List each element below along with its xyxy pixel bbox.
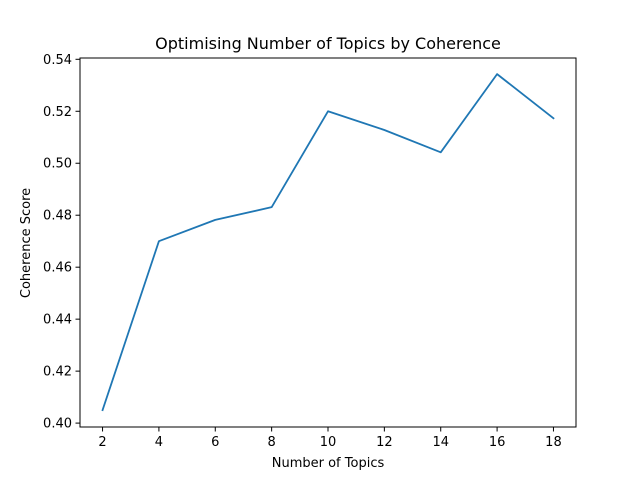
x-tick-label-14: 14 bbox=[432, 435, 449, 450]
y-tick-label-5: 0.50 bbox=[43, 157, 72, 172]
x-tick-label-6: 6 bbox=[211, 435, 219, 450]
y-tick-label-2: 0.44 bbox=[43, 313, 72, 328]
y-tick-label-7: 0.54 bbox=[43, 53, 72, 68]
y-tick-label-3: 0.46 bbox=[43, 261, 72, 276]
y-tick-label-4: 0.48 bbox=[43, 209, 72, 224]
y-tick-label-6: 0.52 bbox=[43, 105, 72, 120]
series-line-0 bbox=[101, 73, 555, 412]
x-tick-label-2: 2 bbox=[98, 435, 106, 450]
x-tick-label-8: 8 bbox=[267, 435, 275, 450]
x-tick-label-18: 18 bbox=[545, 435, 562, 450]
x-tick-label-10: 10 bbox=[320, 435, 337, 450]
x-tick-label-12: 12 bbox=[376, 435, 393, 450]
y-tick-label-1: 0.42 bbox=[43, 365, 72, 380]
y-axis-label: Coherence Score bbox=[19, 188, 34, 298]
x-tick-label-4: 4 bbox=[155, 435, 163, 450]
plot-area: 2 4 6 8 10 12 14 16 18 0.40 0.42 0.44 0.46 0.48 0.50 0.… bbox=[43, 53, 577, 450]
x-tick-label-16: 16 bbox=[489, 435, 506, 450]
x-axis-label: Number of Topics bbox=[272, 456, 385, 471]
y-tick-label-0: 0.40 bbox=[43, 417, 72, 432]
chart-title: Optimising Number of Topics by Coherence bbox=[155, 34, 501, 53]
